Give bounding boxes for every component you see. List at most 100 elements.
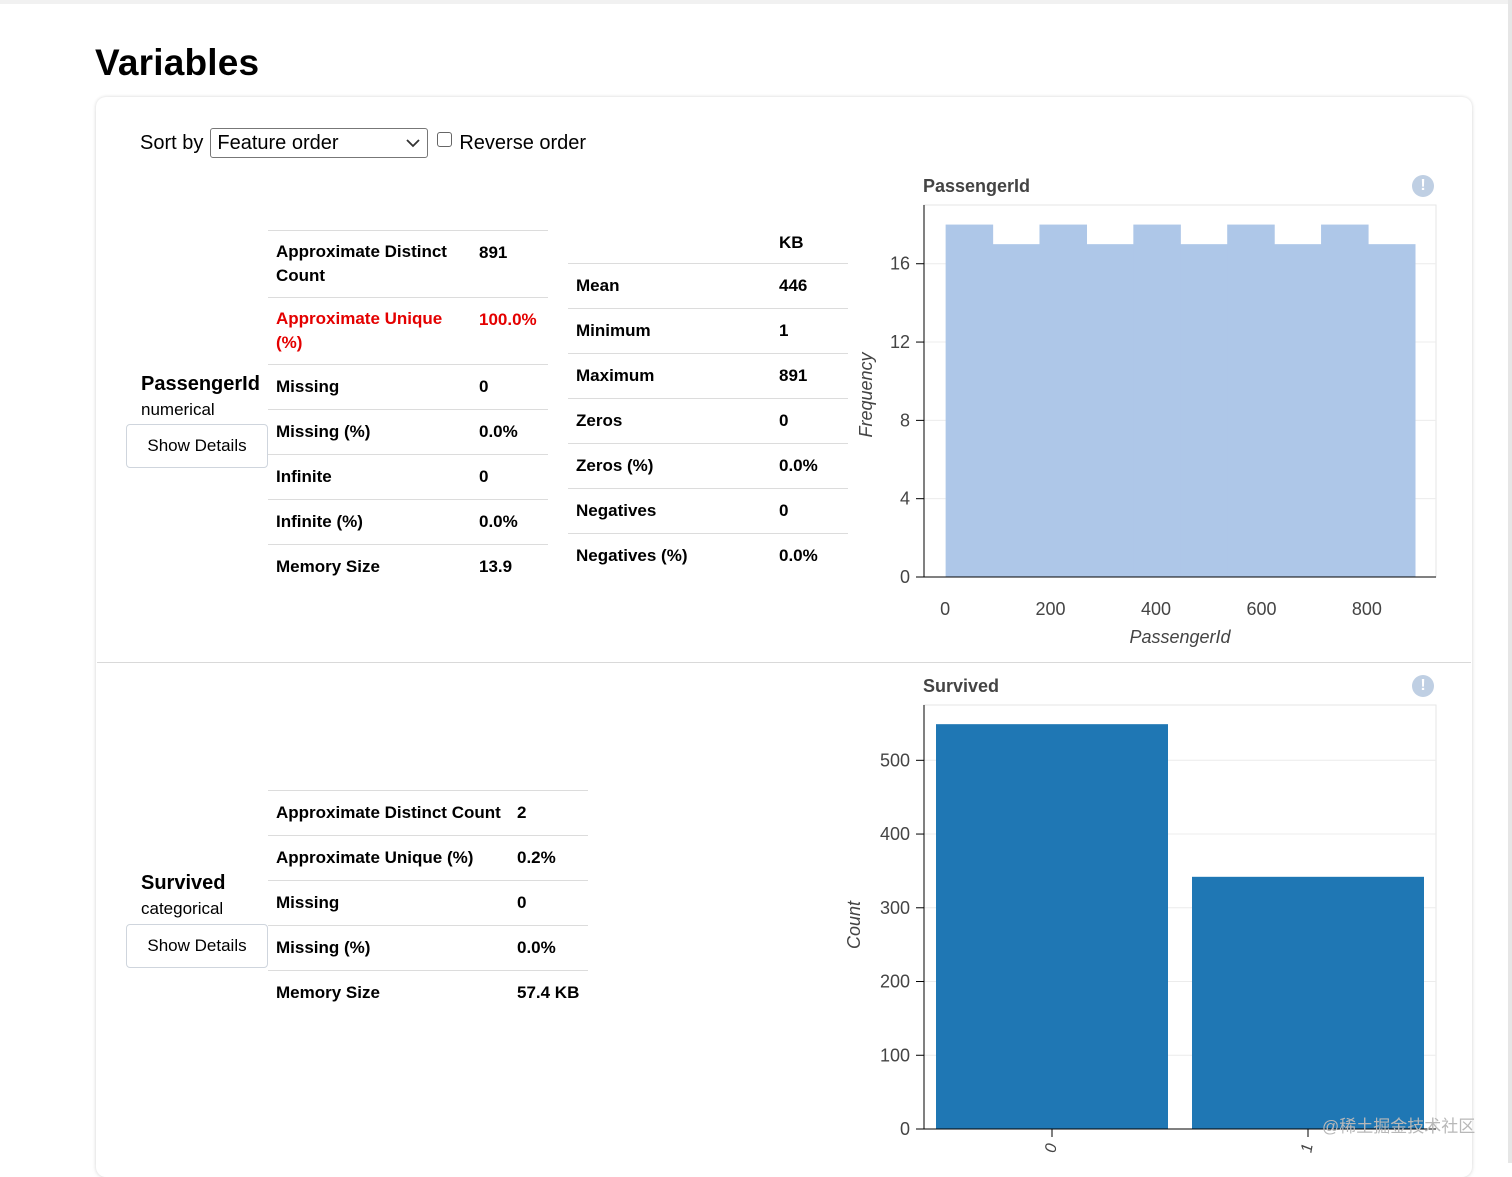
stat-label: Negatives (%) [568,533,771,578]
x-axis-label: PassengerId [1129,627,1231,647]
stat-label: Negatives [568,488,771,534]
stat-label: Approximate Distinct Count [268,790,509,836]
x-tick-label: 400 [1141,599,1171,619]
sort-label: Sort by [140,131,204,154]
table-row: Zeros 0 [568,398,848,444]
stat-value: 446 [771,263,848,309]
histogram-bar [992,244,1041,577]
x-tick-label: 800 [1352,599,1382,619]
histogram-bar [1086,244,1134,577]
top-edge [0,0,1512,4]
table-row: Missing (%) 0.0% [268,925,588,971]
stat-label: Missing (%) [268,409,471,455]
table-header-row: KB [568,219,848,264]
table-row: Approximate Unique (%) 100.0% [268,297,548,365]
sort-select[interactable]: Feature order [210,128,429,158]
stat-label: Minimum [568,308,771,354]
table-row: Zeros (%) 0.0% [568,443,848,489]
show-details-button[interactable]: Show Details [126,924,268,968]
stat-value: 100.0% [471,297,548,365]
table-row: Mean 446 [568,263,848,309]
table-row: Memory Size 57.4 KB [268,970,588,1015]
stat-value: 0 [771,488,848,534]
bar [1192,876,1424,1129]
histogram-bar [1274,244,1322,577]
x-tick-label: 600 [1246,599,1276,619]
stat-value: 13.9 [471,544,548,589]
y-tick-label: 200 [880,972,910,992]
table-row: Infinite 0 [268,454,548,500]
chart-title: Survived [923,676,1000,696]
reverse-order-label: Reverse order [459,131,587,154]
stat-label: Memory Size [268,544,471,589]
y-tick-label: 4 [900,489,910,509]
exclamation-icon[interactable]: ! [1412,675,1434,697]
table-cell [568,219,771,264]
stat-label: Missing [268,364,471,410]
variable-name: PassengerId [141,373,260,395]
stat-value: 0.0% [471,409,548,455]
page-title: Variables [95,42,260,83]
y-tick-label: 8 [900,410,910,430]
y-tick-label: 0 [900,1119,910,1139]
table-row: Approximate Distinct Count 891 [268,230,548,298]
histogram-bar [1227,224,1275,577]
x-tick-label: 0 [940,599,950,619]
variable-name: Survived [141,872,226,894]
stat-label: Missing [268,880,509,926]
stat-label: Approximate Distinct Count [268,230,471,298]
y-tick-label: 300 [880,898,910,918]
stat-value: 891 [771,353,848,399]
stat-value: 0 [471,454,548,500]
stat-value: 1 [771,308,848,354]
y-tick-label: 500 [880,750,910,770]
histogram-bar [1133,224,1181,577]
section-divider [97,662,1471,663]
x-tick-label: 200 [1036,599,1066,619]
table-row: Minimum 1 [568,308,848,354]
sort-bar: Sort by Feature order Reverse order [140,126,586,160]
y-tick-label: 12 [890,332,910,352]
chevron-down-icon [406,139,420,148]
stats-table: KB Mean 446 Minimum 1 Maximum 891 Zeros 0 Zeros (… [568,219,848,578]
stat-label: Memory Size [268,970,509,1015]
y-axis-label: Count [844,900,864,949]
table-row: Infinite (%) 0.0% [268,499,548,545]
exclamation-icon[interactable]: ! [1412,175,1434,197]
stat-label: Mean [568,263,771,309]
table-row: Missing 0 [268,364,548,410]
stat-value: 0.2% [509,835,588,881]
show-details-button[interactable]: Show Details [126,424,268,468]
stat-value: 57.4 KB [509,970,588,1015]
y-tick-label: 400 [880,824,910,844]
y-axis-label: Frequency [856,351,876,437]
stat-value: 0.0% [771,533,848,578]
table-row: Missing (%) 0.0% [268,409,548,455]
x-tick-label: 1 [1298,1142,1316,1154]
chart-title: PassengerId [923,176,1031,196]
y-tick-label: 100 [880,1045,910,1065]
stat-value: 0 [509,880,588,926]
stat-value: 0.0% [771,443,848,489]
reverse-order-checkbox[interactable] [437,131,453,147]
bar [936,724,1168,1129]
histogram-chart: 0 4 8 12 16 0 200 400 600 800 PassengerId Frequency [856,204,1437,647]
stat-label: Missing (%) [268,925,509,971]
stat-label: Infinite [268,454,471,500]
stat-label: Infinite (%) [268,499,471,545]
stat-label: Zeros [568,398,771,444]
x-tick-label: 0 [1042,1142,1060,1154]
stat-label: Maximum [568,353,771,399]
variable-type: numerical [141,400,215,419]
table-row: Memory Size 13.9 [268,544,548,589]
window-scrollbar[interactable] [1508,0,1512,1163]
histogram-bar [945,224,994,577]
table-row: Negatives 0 [568,488,848,534]
histogram-bar [1367,244,1416,577]
stat-label: Zeros (%) [568,443,771,489]
histogram-bar [1039,224,1088,577]
table-row: Maximum 891 [568,353,848,399]
histogram-bar [1321,224,1369,577]
table-row: Missing 0 [268,880,588,926]
stats-table: Approximate Distinct Count 2 Approximate U… [268,790,588,1015]
